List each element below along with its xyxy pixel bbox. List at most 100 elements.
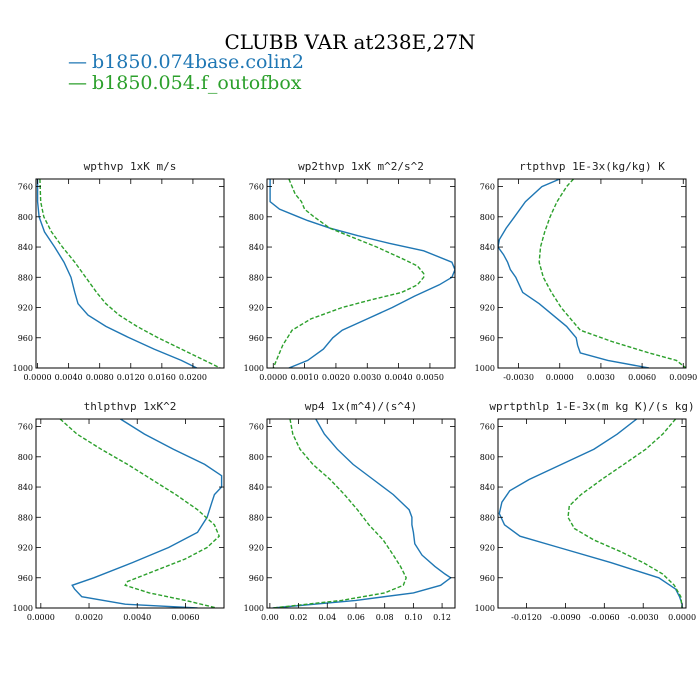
x-tick-label: 0.0030 — [353, 373, 381, 382]
x-tick-label: 0.06 — [347, 613, 365, 622]
y-tick-label: 920 — [18, 544, 33, 553]
y-tick-label: 760 — [480, 423, 495, 432]
series-line-1 — [498, 419, 683, 608]
x-tick-label: 0.0120 — [117, 373, 145, 382]
x-tick-label: 0.00 — [261, 613, 279, 622]
y-tick-label: 960 — [249, 334, 264, 343]
x-tick-label: 0.0000 — [24, 373, 52, 382]
y-tick-label: 920 — [480, 304, 495, 313]
y-tick-label: 800 — [18, 213, 33, 222]
x-tick-label: -0.0120 — [511, 613, 542, 622]
panel-5: wp4 1x(m^4)/(s^4) 0.00 0.02 0.04 0.06 0.08 0.1… — [244, 400, 456, 622]
x-tick-label: 0.0200 — [179, 373, 207, 382]
x-tick-label: 0.0000 — [668, 613, 696, 622]
x-tick-label: 0.0030 — [587, 373, 615, 382]
panel-4: thlpthvp 1xK^2 0.0000 0.0020 0.0040 0.0060 76… — [13, 400, 225, 622]
x-tick-label: -0.0030 — [503, 373, 534, 382]
y-tick-label: 1000 — [13, 604, 33, 613]
y-tick-label: 920 — [18, 304, 33, 313]
y-tick-label: 1000 — [244, 604, 264, 613]
legend-marker-1: — — [68, 51, 87, 73]
plot-frame — [35, 178, 225, 369]
x-tick-label: 0.0020 — [75, 613, 103, 622]
y-tick-label: 960 — [18, 334, 33, 343]
series-line-1 — [498, 179, 650, 368]
series-line-2 — [538, 179, 686, 368]
series-line-2 — [272, 179, 425, 368]
x-tick-label: 0.0040 — [385, 373, 413, 382]
y-tick-label: 920 — [249, 544, 264, 553]
x-tick-label: 0.0040 — [55, 373, 83, 382]
panel-title: rtpthvp 1E-3x(kg/kg) K — [519, 160, 665, 173]
y-tick-label: 1000 — [244, 364, 264, 373]
y-tick-label: 960 — [18, 574, 33, 583]
series-line-2 — [39, 179, 221, 368]
y-tick-label: 960 — [480, 334, 495, 343]
y-tick-label: 760 — [480, 183, 495, 192]
y-tick-label: 880 — [480, 273, 495, 282]
panel-title: wp4 1x(m^4)/(s^4) — [305, 400, 418, 413]
x-tick-label: 0.0000 — [546, 373, 574, 382]
y-tick-label: 760 — [18, 183, 33, 192]
legend-marker-2: — — [68, 72, 87, 94]
y-tick-label: 920 — [480, 544, 495, 553]
panels-grid: wpthvp 1xK m/s0.0000 0.0040 0.0080 0.0120 0.… — [13, 160, 698, 622]
x-tick-label: 0.0160 — [148, 373, 176, 382]
x-tick-label: 0.0090 — [669, 373, 697, 382]
y-tick-label: 800 — [480, 213, 495, 222]
y-tick-label: 840 — [480, 243, 495, 252]
y-tick-label: 840 — [249, 243, 264, 252]
y-tick-label: 880 — [249, 273, 264, 282]
x-tick-label: 0.12 — [433, 613, 451, 622]
series-line-2 — [567, 419, 683, 608]
panel-title: wpthvp 1xK m/s — [84, 160, 177, 173]
y-tick-label: 920 — [249, 304, 264, 313]
y-tick-label: 800 — [18, 453, 33, 462]
panel-3: rtpthvp 1E-3x(kg/kg) K -0.0030 0.0000 0.003… — [475, 160, 698, 382]
panel-1: wpthvp 1xK m/s0.0000 0.0040 0.0080 0.0120 0.… — [13, 160, 225, 382]
plot-frame — [497, 178, 687, 369]
x-tick-label: 0.0000 — [27, 613, 55, 622]
series-line-1 — [269, 179, 455, 368]
y-tick-label: 800 — [480, 453, 495, 462]
series-line-2 — [59, 419, 221, 608]
legend-label-1: b1850.074base.colin2 — [92, 51, 304, 73]
y-tick-label: 880 — [18, 273, 33, 282]
panel-title: thlpthvp 1xK^2 — [84, 400, 177, 413]
panel-title: wprtpthlp 1-E-3x(m kg K)/(s kg) — [489, 400, 694, 413]
x-tick-label: 0.0060 — [171, 613, 199, 622]
y-tick-label: 840 — [249, 483, 264, 492]
y-tick-label: 960 — [249, 574, 264, 583]
x-tick-label: 0.08 — [376, 613, 394, 622]
y-tick-label: 960 — [480, 574, 495, 583]
y-tick-label: 840 — [18, 483, 33, 492]
y-tick-label: 760 — [249, 423, 264, 432]
y-tick-label: 880 — [18, 513, 33, 522]
plot-frame — [266, 418, 456, 609]
panel-2: wp2thvp 1xK m^2/s^20.0000 0.0010 0.0020 0.0… — [244, 160, 456, 382]
x-tick-label: 0.0080 — [86, 373, 114, 382]
x-tick-label: -0.0060 — [589, 613, 620, 622]
y-tick-label: 800 — [249, 213, 264, 222]
legend-label-2: b1850.054.f_outofbox — [92, 72, 302, 94]
plot-frame — [266, 178, 456, 369]
x-tick-label: -0.0090 — [550, 613, 581, 622]
legend: — b1850.074base.colin2 — b1850.054.f_out… — [68, 51, 304, 94]
y-tick-label: 1000 — [13, 364, 33, 373]
y-tick-label: 800 — [249, 453, 264, 462]
x-tick-label: 0.0050 — [416, 373, 444, 382]
y-tick-label: 760 — [18, 423, 33, 432]
series-line-1 — [272, 419, 452, 608]
x-tick-label: 0.02 — [290, 613, 308, 622]
series-line-2 — [272, 419, 407, 608]
figure-title: CLUBB VAR at238E,27N — [224, 30, 475, 54]
plot-frame — [497, 418, 687, 609]
x-tick-label: -0.0030 — [628, 613, 659, 622]
x-tick-label: 0.0010 — [291, 373, 319, 382]
x-tick-label: 0.04 — [318, 613, 336, 622]
panel-6: wprtpthlp 1-E-3x(m kg K)/(s kg) -0.0120 -0… — [475, 400, 696, 622]
x-tick-label: 0.10 — [404, 613, 422, 622]
series-line-1 — [36, 179, 198, 368]
y-tick-label: 1000 — [475, 604, 495, 613]
